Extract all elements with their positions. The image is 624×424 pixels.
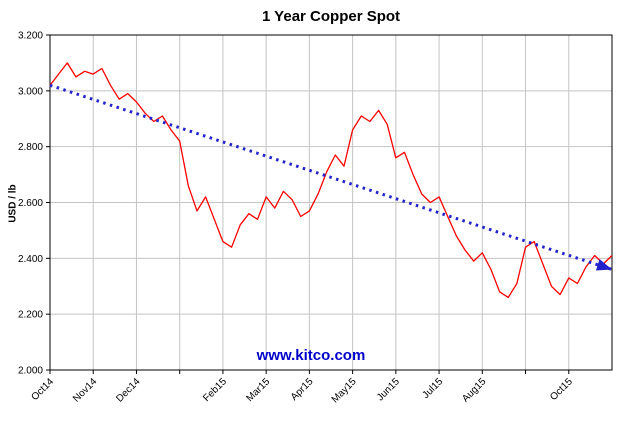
x-tick-label: Aug15 [460,376,489,405]
y-tick-label: 2.200 [18,310,43,321]
y-tick-label: 2.000 [18,366,43,377]
x-tick-label: Mar15 [244,376,272,404]
x-tick-label: Apr15 [289,376,316,403]
y-tick-label: 3.200 [18,31,43,42]
price-line [49,62,613,299]
y-tick-label: 2.600 [18,198,43,209]
x-tick-label: Jul15 [421,376,446,401]
y-tick-label: 2.800 [18,142,43,153]
y-tick-label: 3.000 [18,86,43,97]
trend-arrow [595,259,612,271]
x-tick-label: Dec14 [114,376,143,405]
plot-border [49,34,613,371]
x-tick-label: Jun15 [375,376,402,403]
x-tick-label: Nov14 [71,376,100,405]
y-tick-label: 2.400 [18,254,43,265]
kitco-watermark: www.kitco.com [256,347,366,364]
trend-line [49,83,613,271]
chart-title: 1 Year Copper Spot [261,8,401,25]
x-tick-label: Oct14 [29,376,56,403]
x-tick-label: Feb15 [201,376,229,404]
x-tick-label: May15 [330,376,359,405]
x-tick-label: Oct15 [548,376,575,403]
